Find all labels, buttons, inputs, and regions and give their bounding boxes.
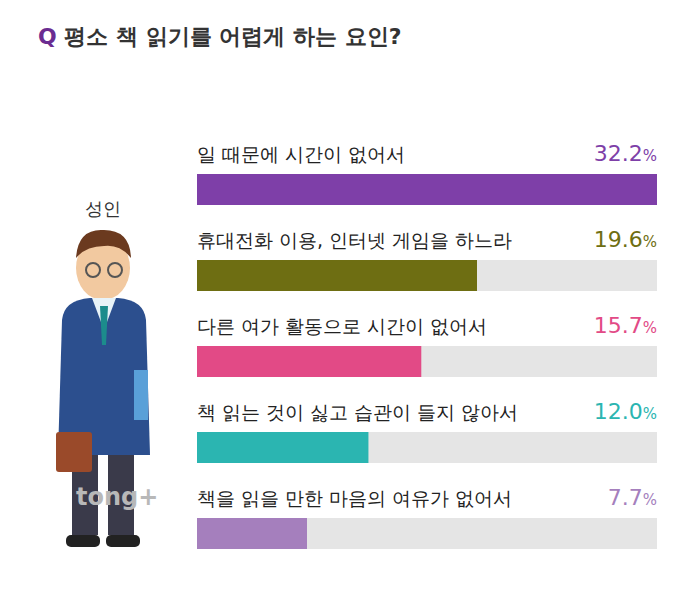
bar	[197, 260, 477, 291]
data-label: 19.6%	[594, 227, 657, 252]
track	[197, 346, 657, 377]
book	[134, 370, 148, 420]
bar	[197, 432, 368, 463]
category-label: 휴대전화 이용, 인터넷 게임을 하느라	[197, 229, 512, 251]
data-label: 15.7%	[594, 313, 657, 338]
bars	[197, 174, 657, 549]
subtitle: 성인	[85, 198, 121, 219]
watermark: tong+	[76, 483, 158, 511]
shoe	[66, 535, 100, 547]
track	[197, 260, 657, 291]
title: Q 평소 책 읽기를 어렵게 하는 요인?	[38, 24, 401, 49]
chart: Q 평소 책 읽기를 어렵게 하는 요인? 성인 tong+ 일 때문에 시간이 없어…	[0, 0, 700, 600]
track	[197, 432, 657, 463]
category-label: 일 때문에 시간이 없어서	[197, 143, 405, 165]
category-label: 다른 여가 활동으로 시간이 없어서	[197, 315, 487, 337]
shoe	[106, 535, 140, 547]
data-label: 12.0%	[594, 399, 657, 424]
data-label: 32.2%	[594, 141, 657, 166]
data-label: 7.7%	[608, 485, 657, 510]
hair	[76, 230, 131, 258]
glasses	[108, 263, 122, 277]
category-labels: 일 때문에 시간이 없어서휴대전화 이용, 인터넷 게임을 하느라다른 여가 활…	[197, 143, 518, 509]
track	[197, 174, 657, 205]
category-label: 책을 읽을 만한 마음의 여유가 없어서	[197, 487, 512, 509]
track	[197, 518, 657, 549]
bar	[197, 346, 421, 377]
data-labels: 32.2% 19.6% 15.7% 12.0% 7.7%	[594, 141, 657, 510]
category-label: 책 읽는 것이 싫고 습관이 들지 않아서	[197, 401, 518, 423]
briefcase	[56, 432, 92, 472]
tracks	[197, 174, 657, 549]
tie	[100, 306, 108, 345]
glasses	[86, 263, 100, 277]
jacket	[58, 298, 150, 455]
bar	[197, 174, 657, 205]
bar	[197, 518, 307, 549]
